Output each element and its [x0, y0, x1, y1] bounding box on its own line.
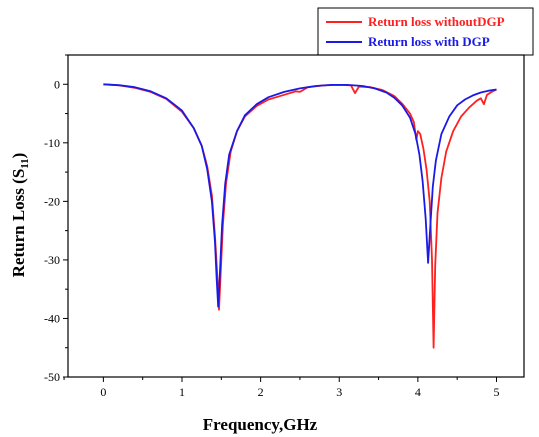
y-tick-label: 0 [54, 77, 60, 91]
x-tick-label: 3 [336, 385, 342, 399]
y-tick-label: -20 [44, 194, 60, 208]
y-tick-label: -10 [44, 136, 60, 150]
x-tick-label: 1 [179, 385, 185, 399]
legend: Return loss withoutDGP Return loss with … [317, 7, 534, 56]
legend-label-with-dgp: Return loss with DGP [368, 34, 490, 49]
x-axis-label: Frequency,GHz [203, 415, 318, 434]
y-axis-label-subscript: 11 [19, 158, 31, 168]
axes: 0 1 2 3 4 5 0 -10 -20 -30 -40 -50 [44, 54, 525, 399]
x-tick-label: 0 [100, 385, 106, 399]
series-layer [103, 83, 497, 349]
legend-box [317, 7, 534, 56]
y-axis-label-close: ) [9, 153, 28, 159]
legend-label-without-dgp: Return loss withoutDGP [368, 14, 505, 29]
y-tick-label: -30 [44, 253, 60, 267]
y-tick-label: -40 [44, 311, 60, 325]
series-line-1 [103, 83, 497, 308]
x-tick-label: 2 [258, 385, 264, 399]
series-line-0 [103, 83, 497, 349]
y-axis-label: Return Loss (S11) [9, 153, 31, 278]
y-tick-label: -50 [44, 370, 60, 384]
y-axis-label-main: Return Loss (S [9, 169, 28, 278]
plot-frame [67, 54, 525, 378]
x-tick-label: 4 [415, 385, 421, 399]
x-tick-label: 5 [493, 385, 499, 399]
